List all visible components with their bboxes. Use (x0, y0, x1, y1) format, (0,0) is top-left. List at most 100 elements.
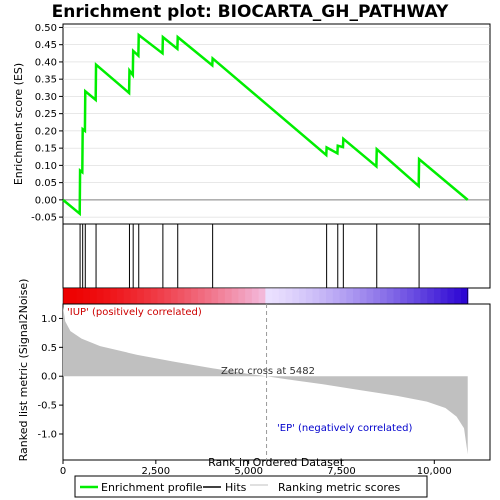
es-tick-label: 0.20 (35, 126, 57, 137)
es-tick-label: 0.05 (35, 178, 57, 189)
color-bar-segment (353, 288, 361, 304)
legend-box (74, 475, 428, 498)
es-panel-frame (62, 23, 491, 225)
color-bar-segment (123, 288, 132, 304)
color-bar-segment (110, 288, 118, 304)
metric-tick-label: -1.0 (37, 430, 57, 441)
color-bar-segment (258, 288, 266, 304)
color-bar-segment (177, 288, 186, 304)
hits-panel (62, 223, 491, 289)
color-bar-segment (143, 288, 152, 304)
color-bar-segment (285, 288, 293, 304)
color-bar-segment (319, 288, 327, 304)
color-bar-segment (157, 288, 165, 304)
color-bar-segment (454, 288, 462, 304)
negative-correlation-label: 'EP' (negatively correlated) (277, 423, 412, 434)
es-tick-label: -0.05 (31, 213, 57, 224)
color-bar-segment (420, 288, 428, 304)
legend-ranking-metric-label: Ranking metric scores (278, 481, 400, 494)
metric-tick-label: 0.0 (41, 372, 57, 383)
color-bar-segment (83, 288, 91, 304)
color-bar-segment (231, 288, 239, 304)
enrichment-profile-line (62, 32, 469, 217)
color-bar-segment (96, 288, 105, 304)
color-bar-segment (224, 288, 233, 304)
color-bar-segment (373, 288, 381, 304)
color-bar-segment (204, 288, 212, 304)
es-panel: -0.05 0.00 0.05 0.10 0.15 0.20 0.25 0.30 0.35 0.4… (12, 23, 491, 225)
color-bar-segment (339, 288, 347, 304)
color-bar-segment (380, 288, 388, 304)
rank-color-bar (62, 287, 469, 305)
x-tick-label: 0 (60, 466, 66, 477)
es-y-axis-label: Enrichment score (ES) (12, 63, 25, 185)
x-axis-label: Rank in Ordered Dataset (208, 456, 345, 469)
metric-y-axis-label: Ranked list metric (Signal2Noise) (17, 279, 30, 462)
x-tick-label: 5,000 (234, 466, 263, 477)
color-bar-segment (346, 288, 354, 304)
es-tick-label: 0.50 (35, 23, 57, 34)
color-bar-segment (197, 288, 206, 304)
chart-title: Enrichment plot: BIOCARTA_GH_PATHWAY (52, 2, 449, 22)
color-bar-segment (332, 288, 341, 304)
color-bar-segment (393, 288, 401, 304)
color-bar-segment (413, 288, 422, 304)
metric-panel: -1.0 -0.5 0.0 0.5 1.0 Zero cross at 5482 'IU… (17, 279, 491, 462)
color-bar-segment (164, 288, 172, 304)
color-bar-segment (427, 288, 435, 304)
color-bar-segment (76, 288, 84, 304)
color-bar-segment (245, 288, 253, 304)
metric-tick-label: -0.5 (37, 401, 57, 412)
color-bar-segment (460, 288, 469, 304)
color-bar-segment (103, 288, 111, 304)
x-tick-label: 7,500 (327, 466, 356, 477)
color-bar-segment (130, 288, 138, 304)
metric-panel-frame (62, 303, 491, 461)
color-bar-segment (191, 288, 199, 304)
hit-marks (79, 224, 420, 288)
zero-cross-annotation: Zero cross at 5482 (221, 366, 315, 377)
es-tick-label: 0.45 (35, 40, 57, 51)
legend-hits-label: Hits (225, 481, 247, 494)
color-bar-segment (400, 288, 408, 304)
color-bar-segment (366, 288, 374, 304)
color-bar-segment (312, 288, 320, 304)
es-tick-label: 0.40 (35, 57, 57, 68)
x-tick-label: 2,500 (142, 466, 171, 477)
color-bar-segment (278, 288, 287, 304)
ranking-metric-area (63, 306, 468, 455)
es-tick-label: 0.10 (35, 161, 57, 172)
color-bar-segment (211, 288, 219, 304)
es-tick-label: 0.15 (35, 144, 57, 155)
color-bar-segment (359, 288, 368, 304)
color-bar-segment (251, 288, 260, 304)
color-bar-segment (326, 288, 334, 304)
color-bar-segment (265, 288, 273, 304)
metric-y-ticks: -1.0 -0.5 0.0 0.5 1.0 (37, 314, 63, 441)
metric-tick-label: 1.0 (41, 314, 57, 325)
color-bar-segment (63, 288, 71, 304)
color-bar-segment (69, 288, 78, 304)
color-bar-segment (238, 288, 246, 304)
color-bar-segment (292, 288, 300, 304)
positive-correlation-label: 'IUP' (positively correlated) (67, 307, 202, 318)
color-bar-segment (170, 288, 179, 304)
color-bar-segment (386, 288, 395, 304)
color-bar-segment (299, 288, 307, 304)
color-bar-segment (305, 288, 314, 304)
es-tick-label: 0.30 (35, 92, 57, 103)
es-y-ticks: -0.05 0.00 0.05 0.10 0.15 0.20 0.25 0.30 0.35 0.4… (31, 23, 490, 224)
hits-panel-frame (62, 223, 491, 289)
color-bar-segment (433, 288, 442, 304)
color-bar-segment (272, 288, 280, 304)
x-tick-label: 10,000 (417, 466, 452, 477)
color-bar-segment (407, 288, 415, 304)
es-tick-label: 0.00 (35, 195, 57, 206)
es-tick-label: 0.25 (35, 109, 57, 120)
es-tick-label: 0.35 (35, 75, 57, 86)
legend: Enrichment profile Hits Ranking metric s… (74, 475, 428, 498)
x-ticks: 0 2,500 5,000 7,500 10,000 (60, 460, 452, 477)
color-bar-segment (150, 288, 159, 304)
color-bar-segment (116, 288, 125, 304)
